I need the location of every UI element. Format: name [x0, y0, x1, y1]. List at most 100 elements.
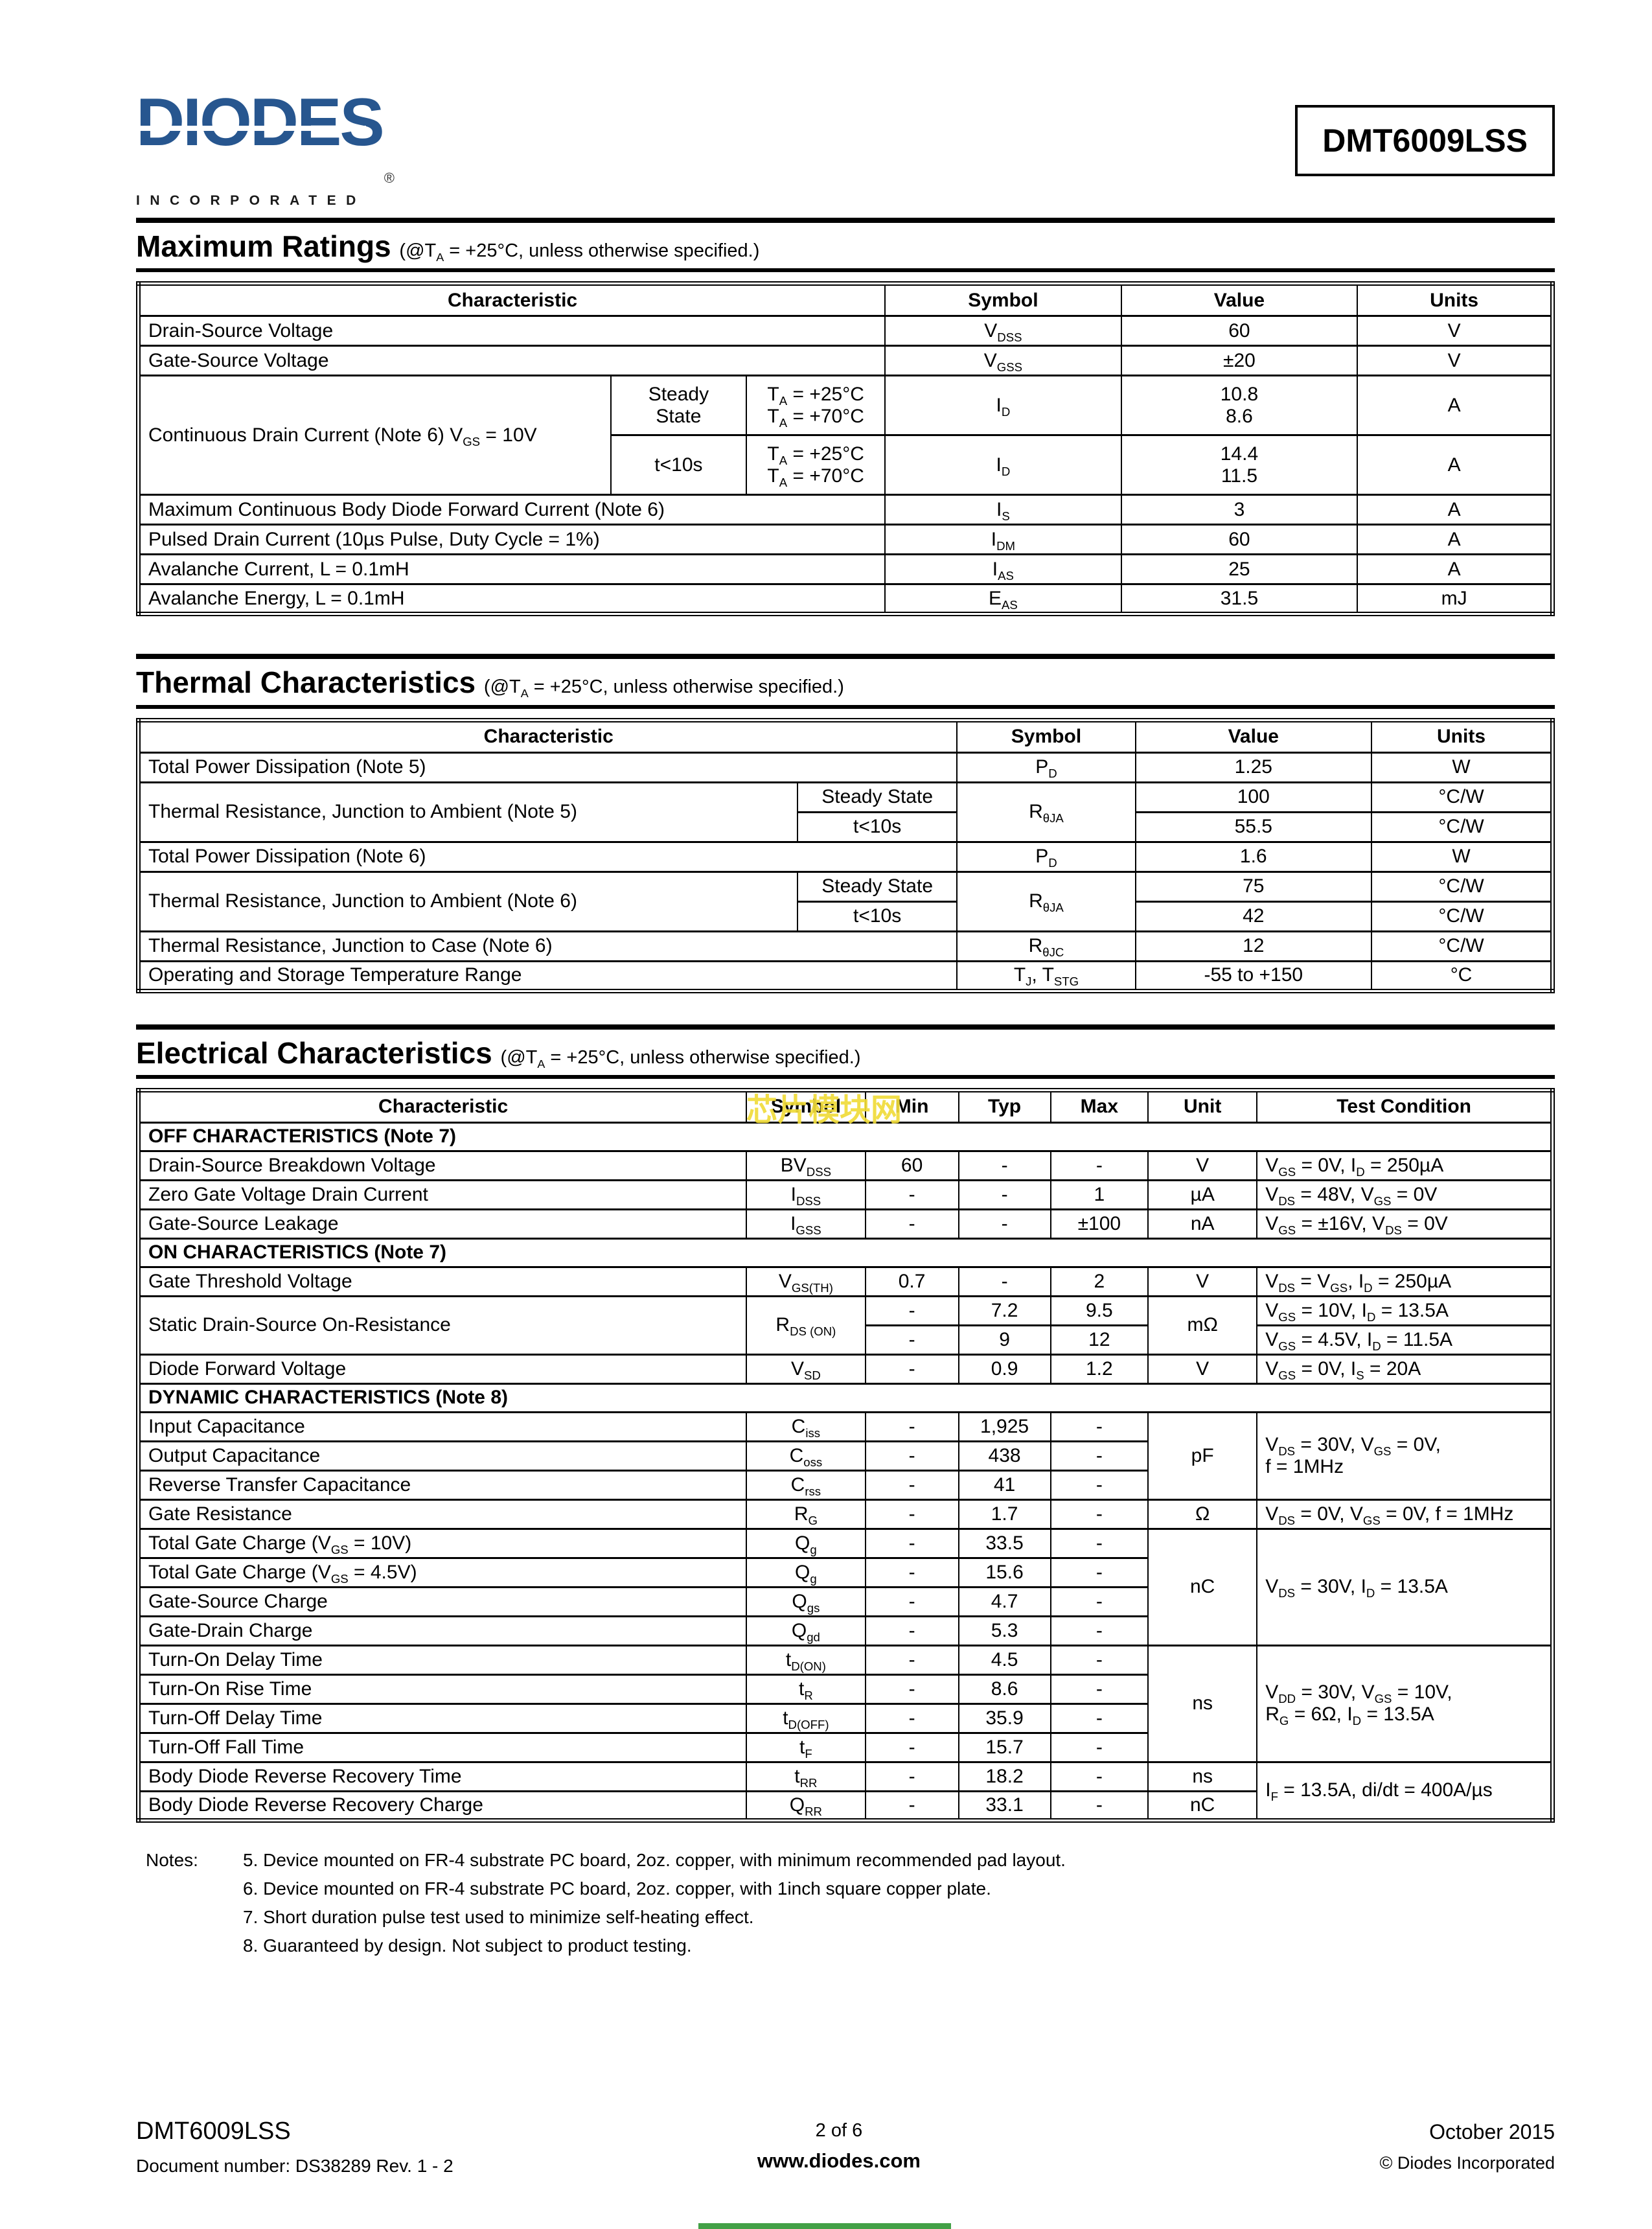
cell-max: -	[1050, 1411, 1149, 1442]
cell-unit: nA	[1147, 1208, 1258, 1240]
table-row: Total Gate Charge (VGS = 10V) Qg - 33.5 …	[137, 1527, 1554, 1646]
cell-max: -	[1050, 1761, 1149, 1792]
cell-characteristic: Maximum Continuous Body Diode Forward Cu…	[137, 494, 886, 526]
cell-symbol: Coss	[746, 1440, 866, 1472]
cell-typ: 15.7	[958, 1731, 1051, 1763]
cell-unit: ns	[1147, 1761, 1258, 1792]
section-divider	[136, 1024, 1555, 1030]
cell-symbol: VDSS	[884, 315, 1122, 347]
cell-symbol: VGSS	[884, 345, 1122, 377]
table-row: - 9 12 VGS = 4.5V, ID = 11.5A	[139, 1324, 1554, 1356]
section-header-row: OFF CHARACTERISTICS (Note 7)	[137, 1121, 1554, 1152]
cell-max: -	[1050, 1731, 1149, 1763]
cell-max: -	[1050, 1702, 1149, 1734]
cell-symbol: RDS (ON)	[746, 1295, 866, 1356]
cell-value: 31.5	[1120, 583, 1359, 616]
cell-typ: 33.5	[958, 1527, 1051, 1559]
cell-units: A	[1357, 553, 1554, 586]
cell-characteristic: Gate-Drain Charge	[137, 1615, 748, 1646]
cell-max: 1	[1050, 1179, 1149, 1210]
cell-unit: V	[1147, 1353, 1258, 1385]
diodes-logo-text: DIODES	[136, 85, 385, 160]
table-row: Gate-Source Leakage IGSS - - ±100 nA VGS…	[137, 1208, 1554, 1240]
section-header-off: OFF CHARACTERISTICS (Note 7)	[137, 1121, 1554, 1152]
notes-section: Notes: 5. Device mounted on FR-4 substra…	[136, 1850, 1555, 1964]
cell-units: A	[1357, 434, 1554, 496]
note-item: 5. Device mounted on FR-4 substrate PC b…	[243, 1849, 1066, 1870]
cell-symbol: tR	[746, 1673, 866, 1705]
table-row: Turn-Off Fall Time tF - 15.7 -	[137, 1731, 1553, 1763]
cell-characteristic: Total Gate Charge (VGS = 4.5V)	[137, 1556, 748, 1588]
part-number-box: DMT6009LSS	[1295, 105, 1555, 176]
col-header-unit: Unit	[1147, 1089, 1258, 1124]
cell-symbol: IDSS	[746, 1179, 866, 1210]
table-row: Reverse Transfer Capacitance Crss - 41 -	[137, 1469, 1553, 1501]
section-thermal-characteristics: Thermal Characteristics (@TA = +25°C, un…	[136, 667, 1555, 993]
cell-symbol: RθJA	[956, 870, 1136, 932]
table-row: Drain-Source Breakdown Voltage BVDSS 60 …	[137, 1149, 1554, 1181]
cell-characteristic: Avalanche Energy, L = 0.1mH	[137, 583, 886, 616]
cell-symbol: IGSS	[746, 1208, 866, 1240]
cell-characteristic: Diode Forward Voltage	[137, 1353, 748, 1385]
table-row: Body Diode Reverse Recovery Charge QRR -…	[137, 1790, 1553, 1821]
table-row: Static Drain-Source On-Resistance RDS (O…	[137, 1295, 1554, 1356]
cell-symbol: VGS(TH)	[746, 1265, 866, 1297]
cell-symbol: tRR	[746, 1761, 866, 1792]
section-title-electrical: Electrical Characteristics (@TA = +25°C,…	[136, 1035, 1555, 1070]
cell-symbol: Qgs	[746, 1586, 866, 1617]
cell-min: 60	[864, 1149, 959, 1181]
cell-units: °C	[1371, 960, 1554, 992]
cell-ta-condition: TA = +25°C TA = +70°C	[746, 434, 886, 496]
cell-characteristic: Gate-Source Charge	[137, 1586, 748, 1617]
cell-symbol: IAS	[884, 553, 1122, 586]
table-row: Operating and Storage Temperature Range …	[137, 960, 1554, 992]
cell-characteristic: Total Power Dissipation (Note 6)	[137, 840, 958, 873]
col-header-test-condition: Test Condition	[1256, 1089, 1554, 1124]
cell-unit: Ω	[1147, 1498, 1258, 1530]
cell-test-condition: VDS = VGS, ID = 250µA	[1256, 1265, 1554, 1297]
cell-typ: 41	[958, 1469, 1051, 1501]
cell-min: -	[864, 1702, 959, 1734]
cell-max: -	[1050, 1644, 1149, 1676]
cell-value: 75	[1134, 870, 1373, 903]
cell-symbol: QRR	[746, 1790, 866, 1821]
section-title-text: Electrical Characteristics	[136, 1035, 492, 1070]
cell-symbol: Qg	[746, 1556, 866, 1588]
cell-max: -	[1050, 1498, 1149, 1530]
cell-max: 9.5	[1050, 1295, 1149, 1326]
maximum-ratings-table: Characteristic Symbol Value Units Drain-…	[136, 281, 1555, 617]
col-header-value: Value	[1120, 283, 1359, 318]
bottom-green-bar	[698, 2223, 951, 2229]
cell-min: -	[864, 1586, 959, 1617]
cell-typ: 1,925	[958, 1411, 1051, 1442]
cell-symbol: Crss	[746, 1469, 866, 1501]
cell-typ: -	[958, 1208, 1051, 1240]
cell-max: -	[1050, 1586, 1149, 1617]
cell-min: -	[864, 1208, 959, 1240]
cell-max: -	[1050, 1790, 1149, 1821]
cell-value: 60	[1120, 315, 1359, 347]
footer-website-link[interactable]: www.diodes.com	[757, 2149, 921, 2172]
cell-min: -	[864, 1353, 959, 1385]
cell-min: -	[864, 1556, 959, 1588]
cell-characteristic: Turn-On Delay Time	[137, 1644, 748, 1676]
section-title-thermal: Thermal Characteristics (@TA = +25°C, un…	[136, 667, 1555, 699]
notes-label: Notes:	[146, 1849, 198, 1870]
cell-value: 60	[1120, 524, 1359, 556]
cell-test-condition: VDS = 48V, VGS = 0V	[1256, 1179, 1554, 1210]
cell-min: 0.7	[864, 1265, 959, 1297]
note-item: 6. Device mounted on FR-4 substrate PC b…	[243, 1878, 991, 1899]
page-header: DIODES ® INCORPORATED DMT6009LSS	[136, 85, 1555, 218]
footer-left: DMT6009LSS Document number: DS38289 Rev.…	[136, 2118, 453, 2177]
cell-units: W	[1371, 751, 1554, 783]
table-row: Turn-On Rise Time tR - 8.6 -	[137, 1673, 1553, 1705]
cell-characteristic: Drain-Source Breakdown Voltage	[137, 1149, 748, 1181]
cell-min: -	[864, 1440, 959, 1472]
cell-test-condition: VDS = 30V, VGS = 0V, f = 1MHz	[1256, 1411, 1554, 1501]
cell-symbol: VSD	[746, 1353, 866, 1385]
cell-max: ±100	[1050, 1208, 1149, 1240]
table-row: Zero Gate Voltage Drain Current IDSS - -…	[137, 1179, 1554, 1210]
table-row: Avalanche Current, L = 0.1mH IAS 25 A	[137, 553, 1554, 586]
section-divider	[136, 654, 1555, 660]
cell-state-label: Steady State	[796, 870, 958, 903]
